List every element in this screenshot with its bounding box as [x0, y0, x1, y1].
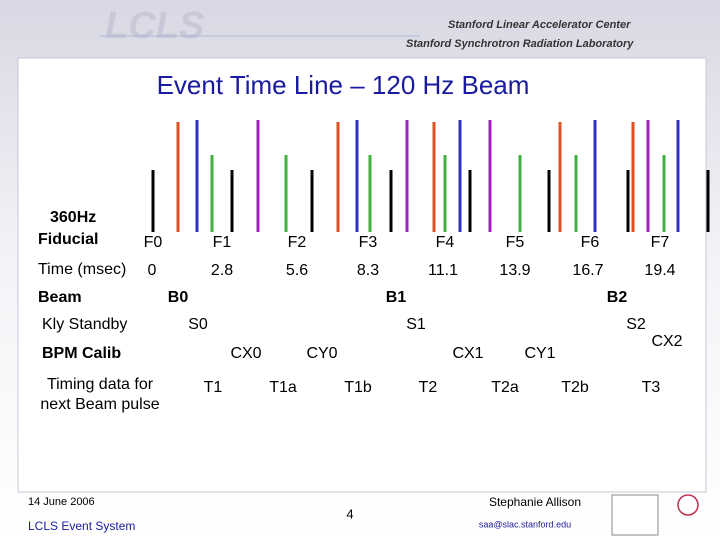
event-label: F5	[506, 234, 525, 251]
row-label: Beam	[38, 289, 82, 306]
event-label: 8.3	[357, 262, 379, 279]
event-label: T2	[419, 379, 438, 396]
timeline-labels: 360Hz Fiducial F0 F1 F2 F3 F4 F5 F6 F7 Time (msec)…	[38, 209, 683, 413]
row-label: Timing data for	[47, 376, 154, 393]
event-label: F7	[651, 234, 670, 251]
footer-email: saa@slac.stanford.edu	[479, 519, 571, 529]
event-label: F3	[359, 234, 378, 251]
org-name: Stanford Linear Accelerator Center	[448, 19, 631, 31]
event-label: 19.4	[644, 262, 675, 279]
event-label: T3	[642, 379, 661, 396]
event-label: 5.6	[286, 262, 308, 279]
event-label: T2a	[491, 379, 519, 396]
event-label: 16.7	[572, 262, 603, 279]
timeline-lines	[151, 120, 710, 232]
event-label: F4	[436, 234, 455, 251]
footer-author: Stephanie Allison	[489, 495, 581, 509]
event-label: CX0	[230, 345, 261, 362]
event-label: T1	[204, 379, 223, 396]
event-label: 13.9	[499, 262, 530, 279]
event-label: T2b	[561, 379, 589, 396]
event-label: 2.8	[211, 262, 233, 279]
event-label: CX2	[651, 333, 682, 350]
footer-date: 14 June 2006	[28, 496, 95, 508]
event-label: B1	[386, 289, 407, 306]
logo-ring	[677, 494, 699, 516]
event-label: F6	[581, 234, 600, 251]
row-label: next Beam pulse	[40, 396, 159, 413]
event-label: CY1	[524, 345, 555, 362]
event-label: T1b	[344, 379, 372, 396]
event-label: T1a	[269, 379, 297, 396]
row-label: Time (msec)	[38, 261, 126, 278]
row-label: 360Hz	[50, 209, 96, 226]
event-label: 0	[148, 262, 157, 279]
row-label: Kly Standby	[42, 316, 127, 333]
event-label: CX1	[452, 345, 483, 362]
event-label: S0	[188, 316, 208, 333]
logo: LCLS	[105, 5, 204, 47]
footer-system: LCLS Event System	[28, 519, 135, 533]
content-panel	[17, 57, 707, 493]
event-label: CY0	[306, 345, 337, 362]
event-label: S2	[626, 316, 646, 333]
event-label: S1	[406, 316, 426, 333]
event-label: F1	[213, 234, 232, 251]
row-label: BPM Calib	[42, 345, 121, 362]
event-label: B2	[607, 289, 628, 306]
event-label: F2	[288, 234, 307, 251]
slide-title: Event Time Line – 120 Hz Beam	[157, 70, 530, 100]
logo-box	[611, 494, 659, 536]
event-label: 11.1	[428, 262, 458, 279]
event-label: B0	[168, 289, 189, 306]
row-label: Fiducial	[38, 231, 98, 248]
page-number: 4	[346, 506, 353, 521]
event-label: F0	[144, 234, 163, 251]
org-name: Stanford Synchrotron Radiation Laborator…	[406, 38, 634, 50]
